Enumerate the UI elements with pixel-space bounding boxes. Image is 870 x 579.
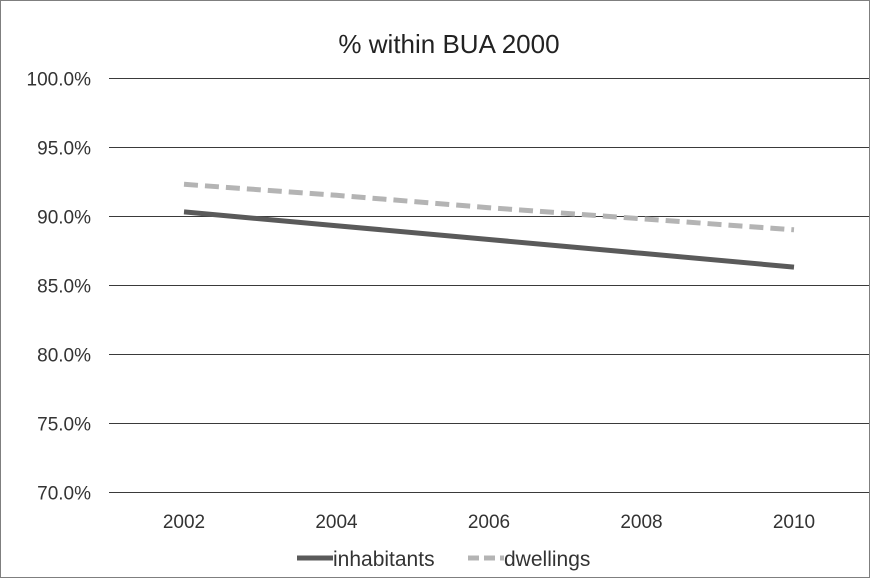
- legend-label: dwellings: [504, 548, 590, 571]
- legend-item-inhabitants: inhabitants: [297, 548, 435, 571]
- y-tick-label: 95.0%: [37, 139, 91, 160]
- y-tick-label: 75.0%: [37, 415, 91, 436]
- legend: inhabitants dwellings: [297, 548, 590, 571]
- series-line-dwellings: [184, 184, 794, 230]
- x-tick-label: 2006: [468, 512, 510, 533]
- series-lines: [184, 184, 794, 267]
- x-tick-label: 2008: [620, 512, 662, 533]
- y-tick-label: 70.0%: [37, 484, 91, 505]
- gridlines: [109, 79, 869, 493]
- legend-item-dwellings: dwellings: [468, 548, 590, 571]
- legend-label: inhabitants: [333, 548, 435, 571]
- x-axis-tick-labels: 2002 2004 2006 2008 2010: [163, 512, 815, 533]
- y-tick-label: 100.0%: [27, 70, 92, 91]
- y-tick-label: 80.0%: [37, 346, 91, 367]
- y-axis-tick-labels: 70.0% 75.0% 80.0% 85.0% 90.0% 95.0% 100.0%: [27, 70, 92, 505]
- x-tick-label: 2002: [163, 512, 205, 533]
- x-tick-label: 2010: [773, 512, 815, 533]
- x-tick-label: 2004: [315, 512, 358, 533]
- y-tick-label: 90.0%: [37, 208, 91, 229]
- y-tick-label: 85.0%: [37, 277, 91, 298]
- chart-title: % within BUA 2000: [338, 29, 559, 59]
